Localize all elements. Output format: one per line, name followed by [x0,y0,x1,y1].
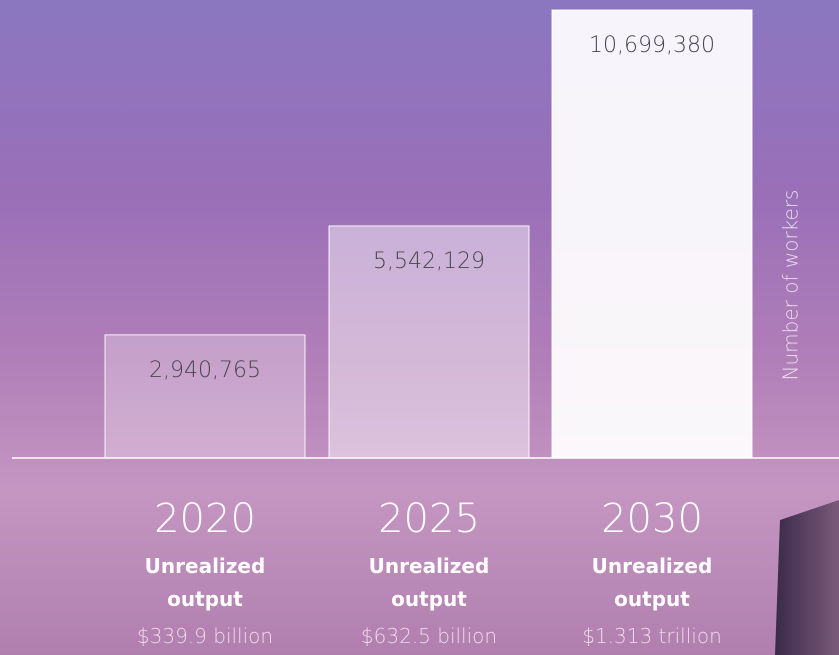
bar [105,335,305,458]
value-label: 5,542,129 [373,249,485,274]
output-label: $339.9 billion [105,624,305,648]
infographic: Number of workers 2,940,765 5,542,129 10,6… [0,0,839,655]
output-label: $632.5 billion [329,624,529,648]
value-label: 2,940,765 [149,358,261,383]
y-axis-label: Number of workers [779,190,803,381]
x-tick-label: 2025 [329,496,529,542]
category-note: Unrealized output [567,550,737,616]
bar [552,10,752,458]
value-label: 10,699,380 [589,33,715,58]
building [775,500,839,655]
x-tick-label: 2030 [552,496,752,542]
output-label: $1.313 trillion [552,624,752,648]
x-tick-label: 2020 [105,496,305,542]
category-note: Unrealized output [344,550,514,616]
category-note: Unrealized output [120,550,290,616]
